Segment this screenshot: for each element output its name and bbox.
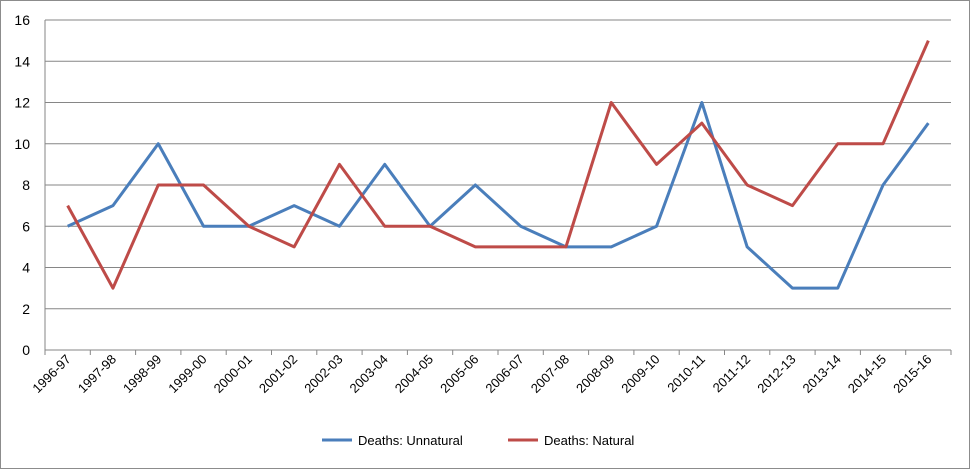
y-axis-ticks: 0 2 4 6 8 10 12 14 16 bbox=[14, 12, 30, 358]
y-tick-label: 2 bbox=[22, 301, 30, 317]
x-axis-ticks: 1996-97 1997-98 1998-99 1999-00 2000-01 2001-… bbox=[29, 352, 934, 396]
y-tick-label: 12 bbox=[14, 95, 30, 111]
x-tick-label: 2012-13 bbox=[754, 352, 798, 396]
x-tick-label: 2015-16 bbox=[890, 352, 934, 396]
x-tick-label: 2009-10 bbox=[618, 352, 662, 396]
legend: Deaths: Unnatural Deaths: Natural bbox=[322, 433, 634, 448]
series-line-0 bbox=[67, 101, 930, 290]
x-tick-label: 1997-98 bbox=[75, 352, 119, 396]
x-tick-label: 2003-04 bbox=[347, 352, 391, 396]
x-tick-label: 2013-14 bbox=[800, 352, 844, 396]
x-tick-label: 2001-02 bbox=[256, 352, 300, 396]
y-tick-label: 0 bbox=[22, 342, 30, 358]
x-tick-label: 2002-03 bbox=[301, 352, 345, 396]
x-tick-label: 2011-12 bbox=[710, 352, 754, 396]
x-tick-label: 1996-97 bbox=[29, 352, 73, 396]
x-tick-label: 2014-15 bbox=[845, 352, 889, 396]
y-tick-label: 4 bbox=[22, 260, 30, 276]
x-tick-label: 2007-08 bbox=[528, 352, 572, 396]
x-tick-label: 2004-05 bbox=[392, 352, 436, 396]
x-tick-label: 1999-00 bbox=[165, 352, 209, 396]
x-tick-label: 2008-09 bbox=[573, 352, 617, 396]
legend-label-unnatural: Deaths: Unnatural bbox=[358, 433, 463, 448]
series-line-1 bbox=[66, 40, 930, 290]
y-tick-label: 6 bbox=[22, 218, 30, 234]
y-tick-label: 16 bbox=[14, 12, 30, 28]
gridlines bbox=[45, 19, 951, 310]
y-tick-label: 8 bbox=[22, 177, 30, 193]
y-tick-label: 10 bbox=[14, 136, 30, 152]
series-lines bbox=[66, 40, 930, 290]
x-tick-label: 2000-01 bbox=[211, 352, 255, 396]
axes bbox=[44, 20, 952, 355]
legend-label-natural: Deaths: Natural bbox=[544, 433, 634, 448]
x-tick-label: 2006-07 bbox=[482, 352, 526, 396]
x-tick-label: 2010-11 bbox=[664, 352, 708, 396]
y-tick-label: 14 bbox=[14, 53, 30, 69]
x-tick-label: 2005-06 bbox=[437, 352, 481, 396]
x-tick-label: 1998-99 bbox=[120, 352, 164, 396]
